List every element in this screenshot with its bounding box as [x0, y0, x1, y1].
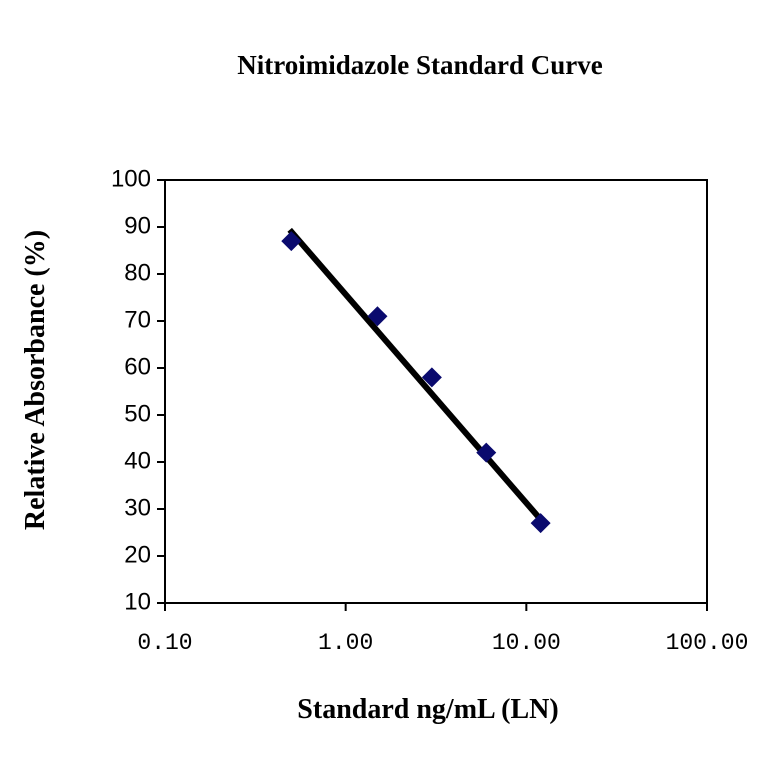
- y-tick-label: 10: [124, 588, 151, 615]
- plot-frame: [164, 179, 708, 604]
- trendline: [287, 227, 542, 520]
- x-tick-label: 1.00: [318, 630, 373, 656]
- y-tick-label: 80: [124, 259, 151, 286]
- data-point: [367, 306, 388, 327]
- y-tick-label: 20: [124, 541, 151, 568]
- data-point: [281, 231, 302, 252]
- data-point: [476, 442, 497, 463]
- y-tick-label: 60: [124, 353, 151, 380]
- x-tick-label: 0.10: [137, 630, 192, 656]
- x-axis-label: Standard ng/mL (LN): [297, 694, 558, 725]
- y-tick-label: 90: [124, 212, 151, 239]
- y-tick-label: 50: [124, 400, 151, 427]
- chart-title: Nitroimidazole Standard Curve: [237, 50, 603, 80]
- y-axis-label: Relative Absorbance (%): [20, 230, 51, 530]
- x-tick-label: 10.00: [492, 630, 561, 656]
- data-point: [421, 367, 442, 388]
- y-tick-label: 40: [124, 447, 151, 474]
- y-tick-label: 30: [124, 494, 151, 521]
- y-tick-label: 70: [124, 306, 151, 333]
- data-point: [530, 513, 551, 534]
- y-tick-label: 100: [111, 165, 151, 192]
- x-tick-label: 100.00: [666, 630, 749, 656]
